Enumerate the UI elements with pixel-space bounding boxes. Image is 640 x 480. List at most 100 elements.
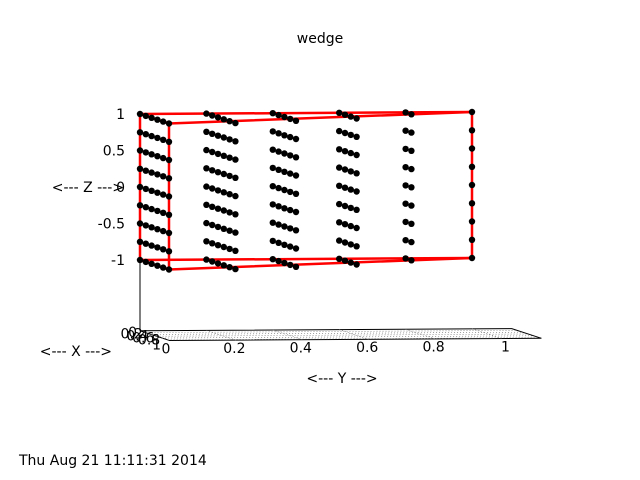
data-point: [203, 201, 210, 208]
data-point: [214, 242, 222, 249]
data-point: [220, 170, 227, 178]
data-point: [226, 172, 233, 180]
data-point: [160, 246, 167, 253]
data-point: [148, 205, 155, 213]
data-point: [292, 263, 300, 270]
data-points: [136, 108, 476, 273]
data-point: [142, 258, 149, 266]
data-point: [148, 151, 155, 158]
data-point: [287, 243, 294, 250]
data-point: [220, 225, 227, 232]
data-point: [269, 183, 276, 190]
y-tick-label: 0: [162, 341, 171, 357]
data-point: [292, 245, 300, 252]
y-axis-title: <--- Y --->: [306, 371, 377, 387]
data-point: [136, 147, 144, 154]
data-point: [209, 130, 216, 137]
data-point: [408, 147, 415, 154]
data-point: [142, 222, 149, 229]
data-point: [336, 237, 343, 244]
data-point: [220, 207, 227, 214]
data-point: [154, 226, 161, 233]
data-point: [275, 184, 282, 192]
data-point: [203, 256, 210, 263]
data-point: [341, 148, 349, 155]
data-point: [142, 131, 149, 138]
data-point: [214, 169, 222, 176]
data-point: [468, 163, 476, 170]
data-point: [336, 164, 343, 171]
data-point: [209, 221, 216, 229]
data-point: [165, 266, 173, 273]
y-tick-label: 0.6: [356, 340, 378, 356]
data-point: [232, 229, 239, 236]
data-point: [336, 219, 343, 226]
data-point: [347, 168, 354, 175]
x-tick-label: 0.8: [138, 332, 160, 348]
data-point: [136, 129, 144, 136]
data-point: [220, 189, 227, 196]
data-point: [341, 166, 349, 173]
data-point: [468, 127, 476, 134]
data-point: [142, 204, 149, 211]
data-point: [203, 183, 210, 190]
data-point: [142, 240, 149, 247]
data-point: [154, 207, 161, 215]
data-point: [232, 211, 239, 218]
data-point: [209, 240, 216, 247]
data-point: [353, 261, 360, 268]
z-tick-label: -0.5: [98, 217, 125, 233]
data-point: [281, 241, 288, 248]
z-tick-label: -1: [111, 253, 125, 269]
z-tick-label: 1: [116, 107, 125, 123]
data-point: [142, 185, 149, 193]
data-point: [275, 203, 282, 210]
grid-line-x: [162, 335, 534, 339]
data-point: [148, 132, 155, 140]
grid-line-y: [272, 329, 303, 340]
x-tick-label: 0.4: [126, 329, 148, 345]
data-point: [402, 109, 409, 116]
data-point: [232, 138, 239, 145]
data-point: [214, 223, 222, 231]
data-point: [209, 148, 216, 156]
data-point: [287, 188, 294, 196]
data-point: [226, 227, 233, 234]
data-point: [232, 119, 239, 127]
data-point: [148, 224, 155, 231]
wedge-edge: [138, 256, 474, 262]
data-point: [220, 116, 227, 123]
data-point: [209, 203, 216, 210]
data-point: [336, 127, 343, 135]
data-point: [347, 241, 354, 248]
data-point: [353, 206, 360, 213]
y-tick-label: 1: [501, 339, 510, 355]
data-point: [269, 256, 276, 263]
data-point: [269, 219, 276, 226]
data-point: [468, 236, 476, 243]
data-point: [287, 133, 294, 141]
data-point: [275, 148, 282, 155]
data-point: [281, 223, 288, 230]
data-point: [281, 132, 288, 139]
data-point: [292, 117, 300, 125]
data-point: [341, 129, 349, 137]
wedge-edge: [167, 110, 474, 125]
data-point: [148, 169, 155, 176]
data-point: [214, 114, 222, 121]
data-point: [160, 191, 167, 198]
data-point: [347, 131, 354, 139]
data-point: [353, 133, 360, 140]
data-point: [214, 260, 222, 267]
data-point: [160, 136, 167, 143]
data-point: [214, 205, 222, 212]
data-point: [275, 111, 282, 119]
data-point: [203, 238, 210, 245]
data-point: [287, 261, 294, 269]
data-point: [148, 187, 155, 194]
data-point: [142, 149, 149, 156]
grid-line-x: [156, 333, 529, 337]
data-point: [281, 259, 288, 267]
data-point: [154, 134, 161, 142]
data-point: [220, 243, 227, 251]
